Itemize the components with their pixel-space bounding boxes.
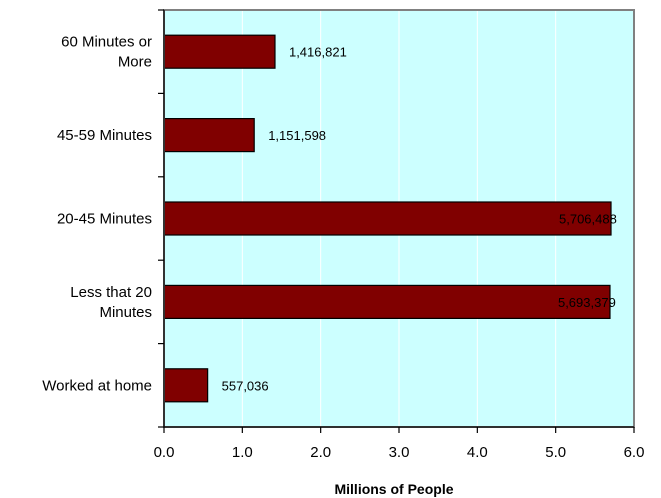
data-label: 557,036: [222, 378, 269, 393]
data-label: 5,693,379: [558, 295, 616, 310]
x-tick-label: 4.0: [467, 444, 488, 461]
data-label: 5,706,488: [559, 212, 617, 227]
data-label: 1,151,598: [268, 128, 326, 143]
category-label: 20-45 Minutes: [57, 211, 152, 228]
x-axis-title: Millions of People: [334, 481, 453, 497]
x-tick-label: 3.0: [389, 444, 410, 461]
x-tick-label: 2.0: [310, 444, 331, 461]
bar: [163, 117, 255, 153]
category-label: 60 Minutes or More: [61, 34, 152, 71]
x-tick-label: 5.0: [545, 444, 566, 461]
x-tick-label: 0.0: [154, 444, 175, 461]
data-labels: 1,416,821 1,151,598 5,706,488 5,693,379 557,…: [222, 45, 617, 394]
bar: [163, 34, 276, 69]
bar: [163, 201, 612, 236]
category-labels: 60 Minutes or More 45-59 Minutes 20-45 Minu…: [42, 34, 152, 395]
category-label: Less that 20 Minutes: [70, 284, 152, 321]
x-axis-ticks: [163, 427, 635, 433]
bars: [163, 34, 612, 403]
y-axis-ticks: [158, 9, 164, 428]
data-label: 1,416,821: [289, 45, 347, 60]
bar: [163, 284, 611, 319]
x-tick-labels: 0.0 1.0 2.0 3.0 4.0 5.0 6.0: [154, 444, 645, 461]
category-label: 45-59 Minutes: [57, 127, 152, 144]
x-tick-label: 6.0: [624, 444, 645, 461]
category-label: Worked at home: [42, 377, 152, 394]
bar: [163, 368, 209, 403]
x-tick-label: 1.0: [232, 444, 253, 461]
